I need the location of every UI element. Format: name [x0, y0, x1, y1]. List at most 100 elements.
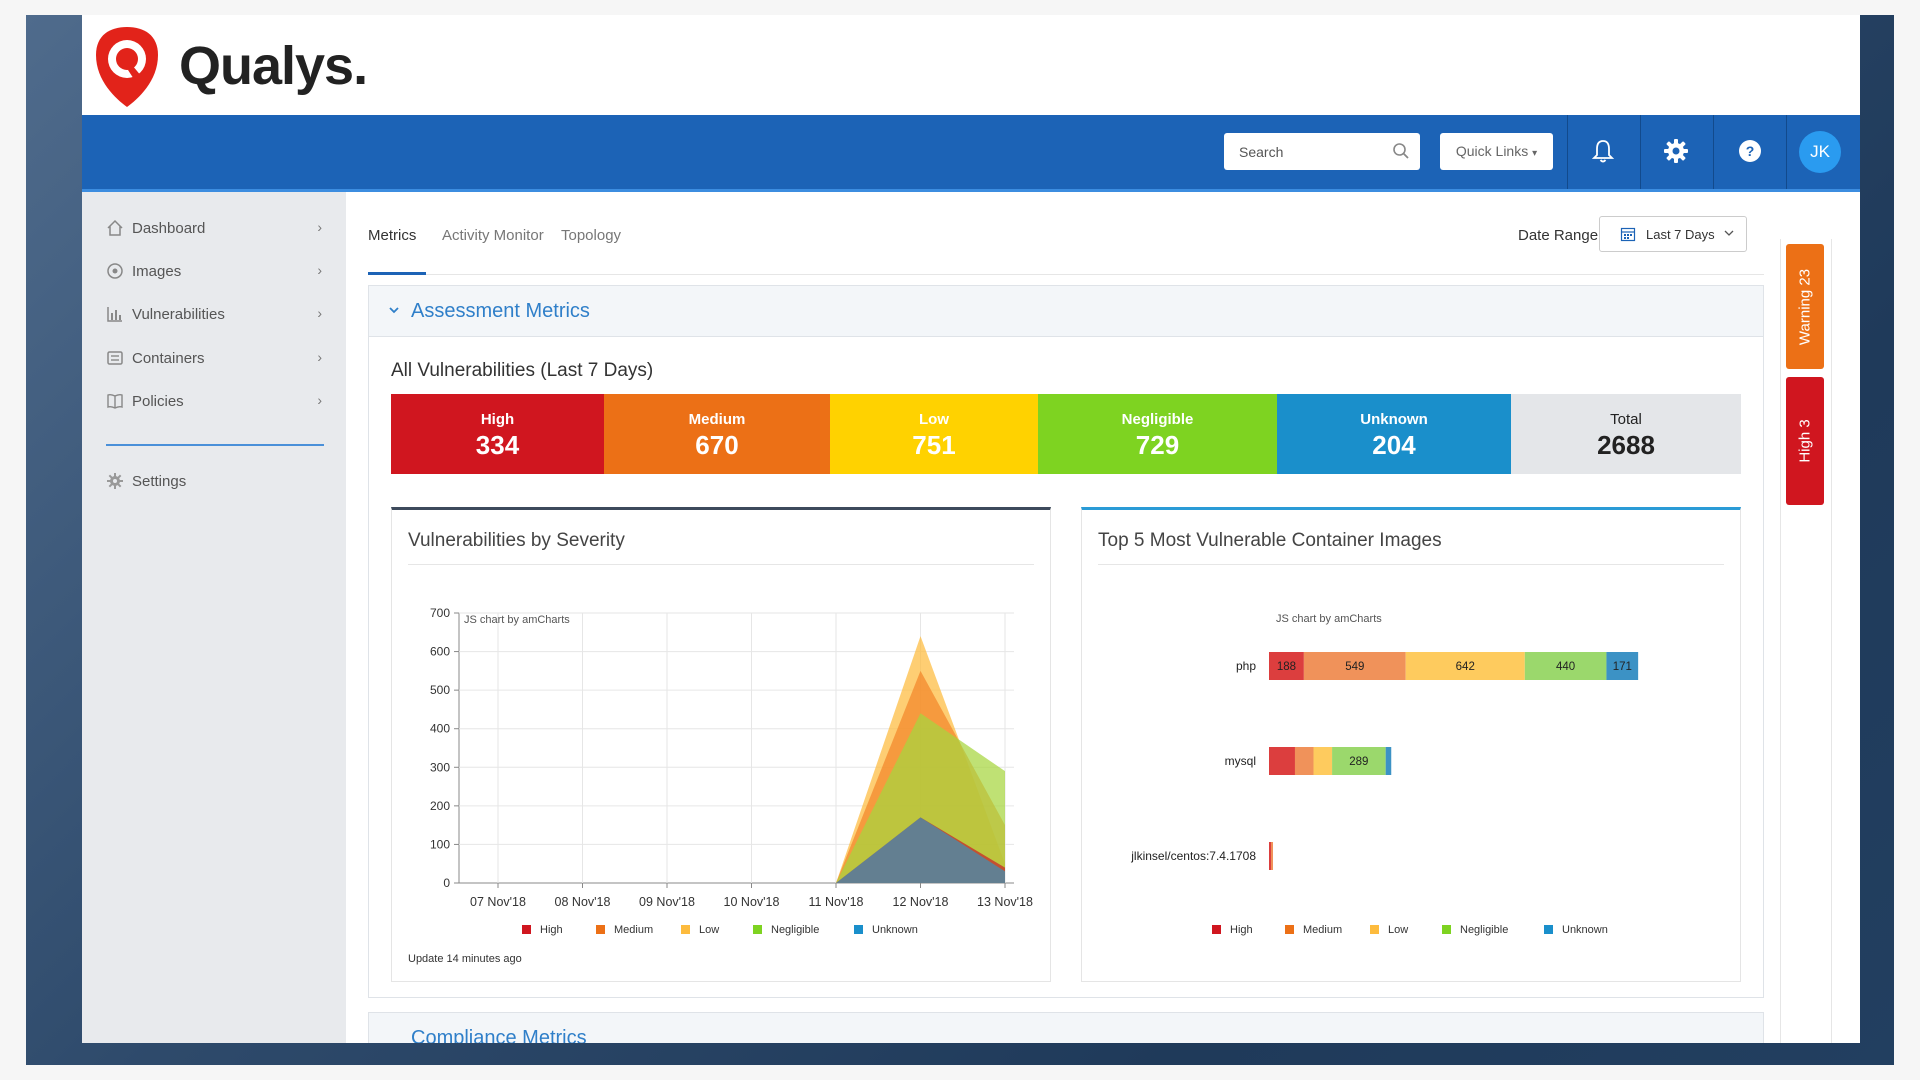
y-tick-label: 0: [443, 876, 450, 890]
date-range-select[interactable]: Last 7 Days: [1599, 216, 1747, 252]
card-divider: [1098, 564, 1724, 565]
category-label: php: [1236, 659, 1256, 673]
severity-label: High: [480, 411, 515, 428]
chevron-down-icon[interactable]: [389, 306, 399, 314]
bar-segment-unknown: [1385, 747, 1392, 775]
chevron-down-icon: [1724, 230, 1734, 236]
legend-swatch: [1544, 925, 1553, 934]
date-range-label: Date Range: [1518, 227, 1599, 244]
topbar-divider: [1713, 115, 1714, 189]
active-tab-indicator: [368, 272, 426, 275]
topbar-divider: [1786, 115, 1787, 189]
legend-swatch: [1285, 925, 1294, 934]
severity-area-chart: 0 100 200 300 400 500 600 700 07 Nov'18 08 Nov'18…: [430, 606, 1033, 909]
legend-item-medium[interactable]: Medium: [1285, 924, 1342, 936]
bar-data-label: 642: [1456, 661, 1475, 673]
image-icon: [107, 263, 123, 279]
sidebar-item-label: Dashboard: [132, 220, 206, 237]
chevron-right-icon: ›: [317, 349, 322, 365]
legend-item-unknown[interactable]: Unknown: [1544, 924, 1608, 936]
sidebar-item-label: Policies: [132, 393, 184, 410]
bar-segment-unknown: [1606, 652, 1639, 680]
legend-swatch: [753, 925, 762, 934]
x-tick-label: 12 Nov'18: [893, 895, 949, 909]
legend-item-high[interactable]: High: [1212, 924, 1253, 936]
bar-segment-low: [1405, 652, 1525, 680]
sidebar-item-label: Containers: [132, 350, 205, 367]
severity-low[interactable]: Low 751: [830, 394, 1038, 474]
severity-negligible[interactable]: Negligible 729: [1038, 394, 1277, 474]
legend-label: Medium: [1303, 924, 1343, 936]
legend-item-medium[interactable]: Medium: [596, 924, 653, 936]
x-tick-label: 08 Nov'18: [555, 895, 611, 909]
tab-topology[interactable]: Topology: [561, 227, 622, 244]
legend-item-unknown[interactable]: Unknown: [854, 924, 918, 936]
compliance-metrics-panel[interactable]: Compliance Metrics: [368, 1012, 1764, 1043]
legend-item-negligible[interactable]: Negligible: [753, 924, 819, 936]
gear-icon: [107, 473, 123, 489]
main-content: Metrics Activity Monitor Topology Date R…: [346, 192, 1860, 1043]
y-tick-label: 500: [430, 683, 450, 697]
bar-segment-low: [1313, 747, 1333, 775]
sidebar-item-policies[interactable]: Policies ›: [106, 387, 326, 415]
x-tick-label: 07 Nov'18: [470, 895, 526, 909]
y-tick-label: 700: [430, 606, 450, 620]
sidebar-item-settings[interactable]: Settings: [106, 467, 326, 495]
high-alert-tab[interactable]: High 3: [1786, 377, 1824, 505]
chevron-right-icon: ›: [317, 219, 322, 235]
severity-label: Negligible: [1121, 411, 1194, 428]
severity-count: 2688: [1597, 430, 1655, 460]
severity-unknown[interactable]: Unknown 204: [1277, 394, 1511, 474]
severity-count: 751: [912, 430, 956, 460]
chevron-right-icon: ›: [317, 392, 322, 408]
legend-label: Negligible: [1460, 924, 1509, 936]
severity-total: Total 2688: [1511, 394, 1741, 474]
y-tick-label: 600: [430, 645, 450, 659]
x-tick-label: 11 Nov'18: [809, 895, 864, 909]
y-tick-label: 300: [430, 760, 450, 774]
sidebar-item-containers[interactable]: Containers ›: [106, 344, 326, 372]
sidebar-item-vulnerabilities[interactable]: Vulnerabilities ›: [106, 300, 326, 328]
legend-item-low[interactable]: Low: [681, 924, 719, 936]
severity-label: Low: [919, 411, 949, 428]
sidebar-item-dashboard[interactable]: Dashboard ›: [106, 214, 326, 242]
sidebar-item-label: Images: [132, 263, 182, 280]
tab-metrics[interactable]: Metrics: [368, 227, 417, 244]
top5-images-card: Top 5 Most Vulnerable Container Images J…: [1081, 507, 1741, 982]
quick-links-label: Quick Links: [1455, 143, 1529, 159]
legend-label: High: [1230, 924, 1253, 936]
user-avatar[interactable]: JK: [1799, 131, 1841, 173]
severity-label: Total: [1610, 411, 1642, 428]
bar-data-label: 289: [1349, 756, 1368, 768]
area-series-negligible: [498, 713, 1005, 883]
warning-alert-tab[interactable]: Warning 23: [1786, 244, 1824, 369]
severity-chart-card: Vulnerabilities by Severity 0 100 200 300 40…: [391, 507, 1051, 982]
category-label: jlkinsel/centos:7.4.1708: [1130, 849, 1256, 863]
search-icon[interactable]: [1392, 142, 1410, 160]
card-divider: [408, 564, 1034, 565]
legend-item-low[interactable]: Low: [1370, 924, 1408, 936]
panel-header[interactable]: Assessment Metrics: [369, 286, 1763, 337]
bar-segment-negligible: [1524, 652, 1607, 680]
tab-activity-monitor[interactable]: Activity Monitor: [442, 227, 544, 244]
legend-swatch: [1212, 925, 1221, 934]
help-icon[interactable]: ?: [1736, 137, 1764, 165]
svg-text:?: ?: [1746, 143, 1755, 159]
bar-segment-medium: [1271, 842, 1273, 870]
bar-data-label: 549: [1345, 661, 1364, 673]
legend-swatch: [596, 925, 605, 934]
container-icon: [107, 351, 123, 365]
severity-high[interactable]: High 334: [391, 394, 604, 474]
bell-icon[interactable]: [1589, 137, 1617, 165]
gear-icon[interactable]: [1662, 137, 1690, 165]
tabs-divider: [368, 274, 1764, 275]
sidebar-item-label: Vulnerabilities: [132, 306, 225, 323]
legend-item-negligible[interactable]: Negligible: [1442, 924, 1508, 936]
severity-medium[interactable]: Medium 670: [604, 394, 830, 474]
search-input[interactable]: Search: [1224, 133, 1420, 170]
severity-label: Unknown: [1360, 411, 1428, 428]
quick-links-button[interactable]: Quick Links ▾: [1440, 133, 1553, 170]
category-label: mysql: [1225, 754, 1256, 768]
sidebar-item-images[interactable]: Images ›: [106, 257, 326, 285]
legend-item-high[interactable]: High: [522, 924, 563, 936]
